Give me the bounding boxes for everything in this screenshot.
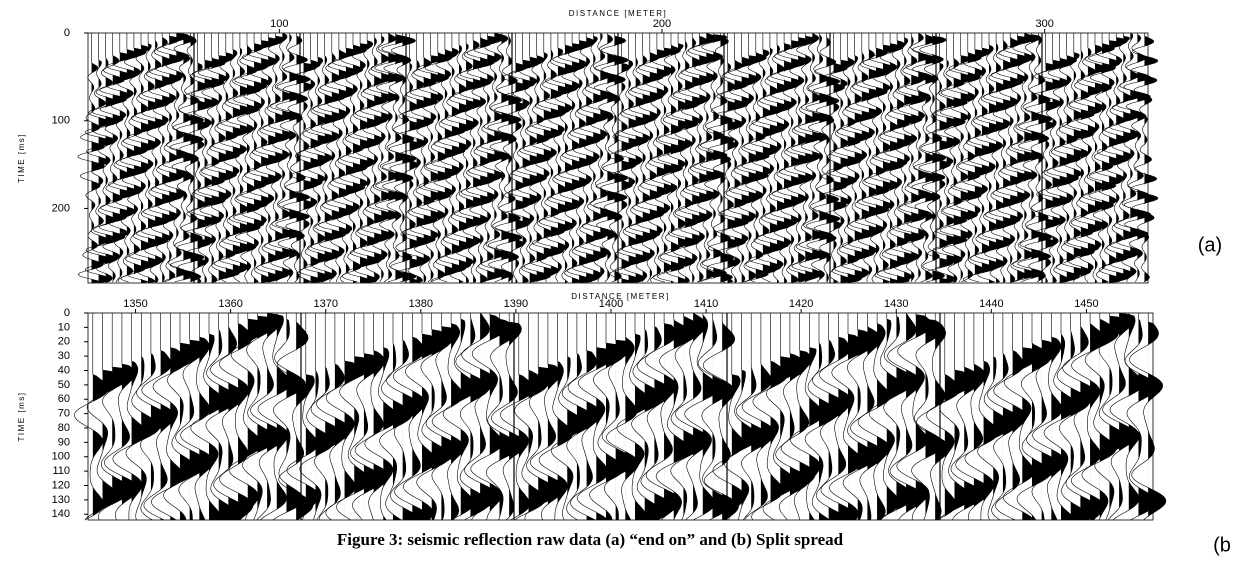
seismic-traces: [74, 313, 1166, 520]
x-axis-label: DISTANCE [METER]: [569, 9, 668, 18]
trace-fill: [751, 313, 770, 520]
x-tick-label: 300: [1035, 18, 1053, 30]
trace-fill: [935, 313, 950, 520]
y-tick-label: 140: [52, 508, 70, 520]
trace-fill: [683, 313, 702, 520]
x-tick-label: 1370: [313, 298, 337, 310]
trace-fill: [490, 313, 507, 520]
trace-fill: [509, 313, 525, 520]
x-tick-label: 100: [270, 18, 288, 30]
x-tick-label: 1420: [789, 298, 813, 310]
trace-fill: [735, 33, 749, 283]
figure: Figure 3: seismic reflection raw data (a…: [0, 0, 1237, 562]
panel-label: (a): [1198, 234, 1222, 256]
trace-fill: [855, 33, 869, 283]
x-tick-label: 1440: [979, 298, 1003, 310]
trace-fill: [742, 313, 759, 520]
x-tick-label: 1410: [694, 298, 718, 310]
trace-line: [258, 313, 291, 520]
trace-fill: [226, 33, 240, 283]
caption: Figure 3: seismic reflection raw data (a…: [337, 530, 844, 549]
trace-line: [1131, 33, 1158, 282]
trace-line: [1130, 313, 1166, 520]
y-tick-label: 200: [52, 202, 70, 214]
trace-fill: [417, 33, 431, 283]
trace-fill: [275, 33, 289, 283]
y-tick-label: 40: [58, 364, 70, 376]
y-axis-label: TIME [ms]: [17, 392, 26, 442]
trace-fill: [248, 313, 266, 520]
trace-fill: [654, 313, 673, 520]
y-tick-label: 130: [52, 494, 70, 506]
trace-fill: [693, 313, 710, 520]
x-tick-label: 1430: [884, 298, 908, 310]
x-tick-label: 1380: [409, 298, 433, 310]
x-tick-label: 200: [653, 18, 671, 30]
trace-fill: [424, 33, 438, 283]
trace-fill: [925, 313, 944, 520]
y-tick-label: 30: [58, 350, 70, 362]
trace-fill: [1109, 313, 1128, 520]
trace-fill: [316, 313, 334, 520]
y-tick-label: 60: [58, 393, 70, 405]
trace-fill: [904, 33, 918, 283]
trace-fill: [1022, 313, 1038, 520]
y-tick-label: 100: [52, 115, 70, 127]
y-axis-label: TIME [ms]: [17, 133, 26, 183]
y-tick-label: 110: [52, 465, 70, 477]
y-tick-label: 90: [58, 436, 70, 448]
trace-fill: [916, 313, 932, 520]
x-tick-label: 1360: [218, 298, 242, 310]
trace-fill: [257, 313, 276, 520]
trace-fill: [1144, 33, 1158, 283]
y-tick-label: 80: [58, 422, 70, 434]
y-tick-label: 10: [58, 321, 70, 333]
y-tick-label: 0: [64, 27, 70, 39]
x-tick-label: 1390: [504, 298, 528, 310]
x-tick-label: 1450: [1074, 298, 1098, 310]
y-tick-label: 20: [58, 336, 70, 348]
trace-fill: [1003, 33, 1017, 283]
y-tick-label: 120: [52, 479, 70, 491]
trace-fill: [209, 313, 225, 520]
panel-label: (b: [1213, 534, 1231, 556]
trace-fill: [636, 33, 650, 283]
x-tick-label: 1350: [123, 298, 147, 310]
x-tick-label: 1400: [599, 298, 623, 310]
y-tick-label: 50: [58, 379, 70, 391]
y-tick-label: 0: [64, 307, 70, 319]
y-tick-label: 70: [58, 408, 70, 420]
y-tick-label: 100: [52, 451, 70, 463]
